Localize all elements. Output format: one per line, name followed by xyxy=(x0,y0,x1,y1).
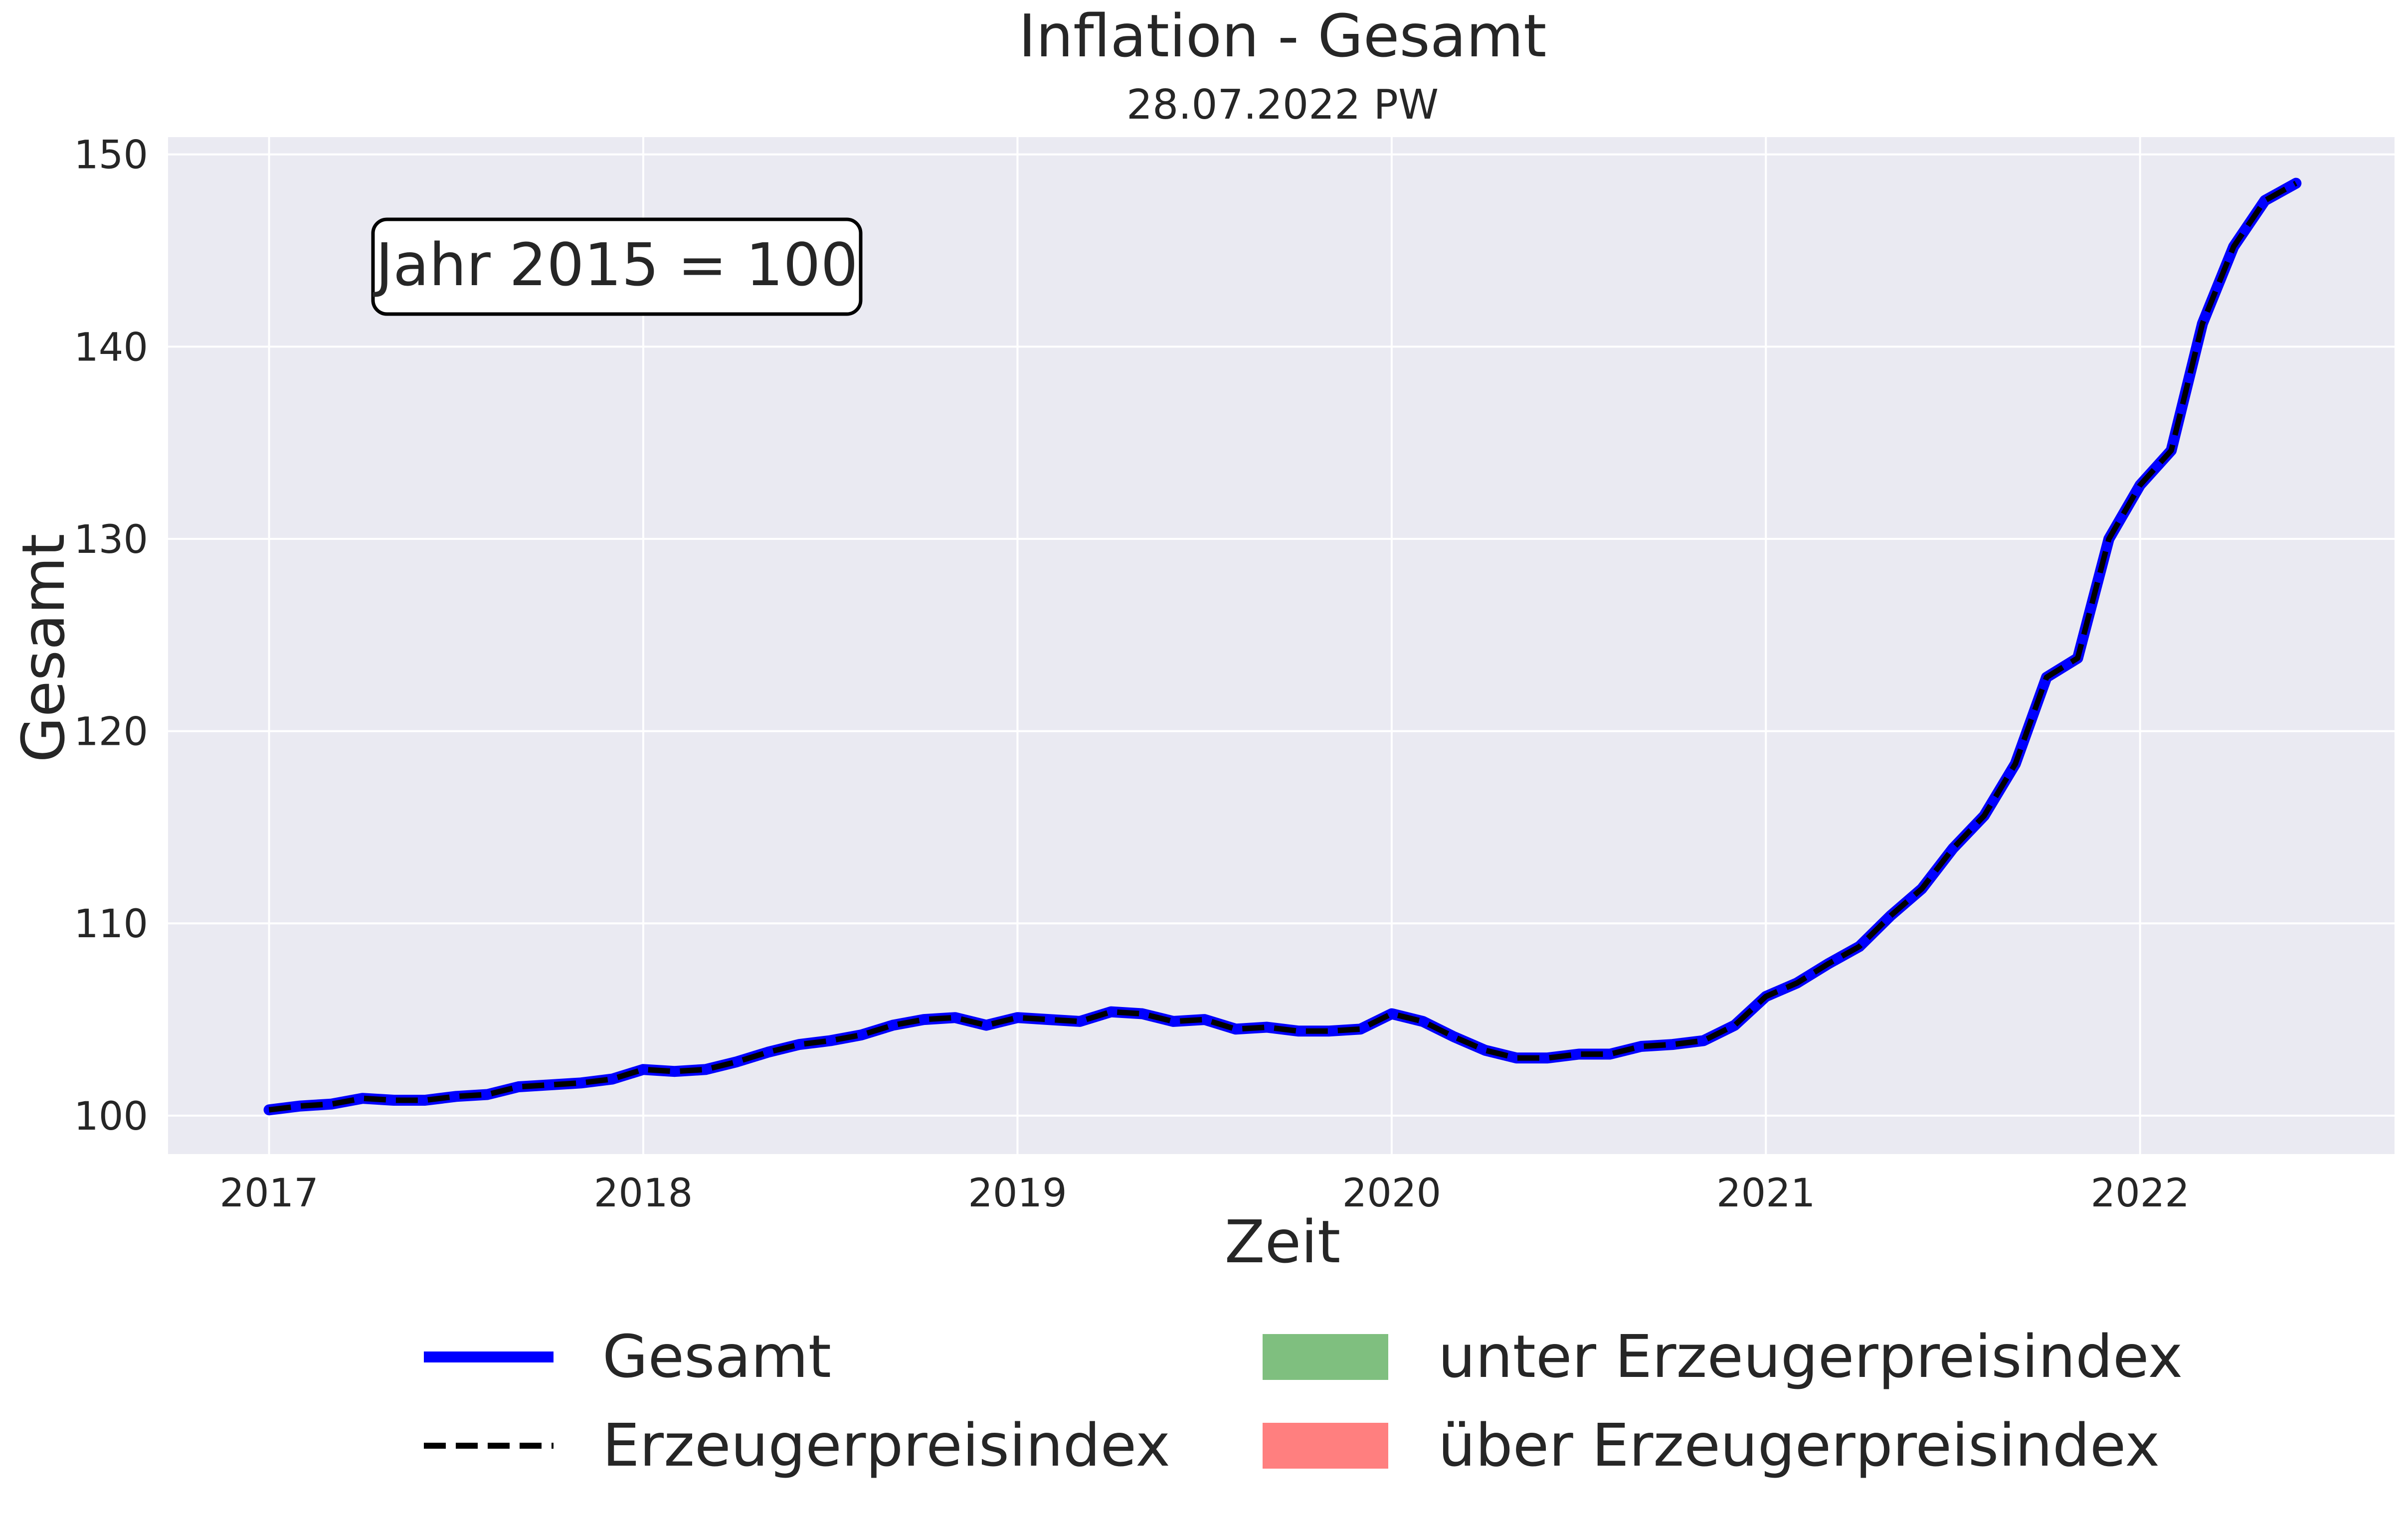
y-tick-label: 130 xyxy=(74,517,148,562)
legend-label-unter: unter Erzeugerpreisindex xyxy=(1438,1322,2183,1391)
legend-label-ueber: über Erzeugerpreisindex xyxy=(1438,1411,2160,1480)
x-tick-label: 2018 xyxy=(594,1171,693,1216)
y-tick-label: 150 xyxy=(74,133,148,178)
chart-subtitle: 28.07.2022 PW xyxy=(1126,81,1439,129)
chart-title: Inflation - Gesamt xyxy=(1019,1,1547,70)
x-tick-label: 2021 xyxy=(1716,1171,1816,1216)
legend-label-gesamt: Gesamt xyxy=(602,1322,831,1391)
y-tick-label: 110 xyxy=(74,902,148,947)
x-axis-label: Zeit xyxy=(1225,1207,1341,1276)
legend: Gesamt Erzeugerpreisindex unter Erzeuger… xyxy=(424,1322,2183,1480)
y-tick-label: 120 xyxy=(74,710,148,755)
x-tick-label: 2022 xyxy=(2090,1171,2190,1216)
annotation-frame xyxy=(371,217,863,316)
x-tick-label: 2017 xyxy=(219,1171,319,1216)
tick-labels: 2017 2018 2019 2020 2021 2022 100 110 120 130 140 1… xyxy=(74,133,2190,1216)
x-tick-label: 2019 xyxy=(968,1171,1067,1216)
series-lines xyxy=(263,177,2302,1116)
legend-patch-unter xyxy=(1263,1334,1388,1380)
y-tick-label: 100 xyxy=(74,1094,148,1139)
y-axis-label: Gesamt xyxy=(9,533,78,762)
legend-patch-ueber xyxy=(1263,1423,1388,1469)
x-tick-label: 2020 xyxy=(1342,1171,1442,1216)
annotation-text: Jahr 2015 = 100 xyxy=(372,230,858,299)
grid xyxy=(168,137,2395,1154)
legend-label-erzeugerpreisindex: Erzeugerpreisindex xyxy=(602,1411,1170,1480)
y-tick-label: 140 xyxy=(74,325,148,370)
annotation-box: Jahr 2015 = 100 xyxy=(371,217,863,316)
series-line-erzeugerpreisindex xyxy=(268,180,2298,1113)
